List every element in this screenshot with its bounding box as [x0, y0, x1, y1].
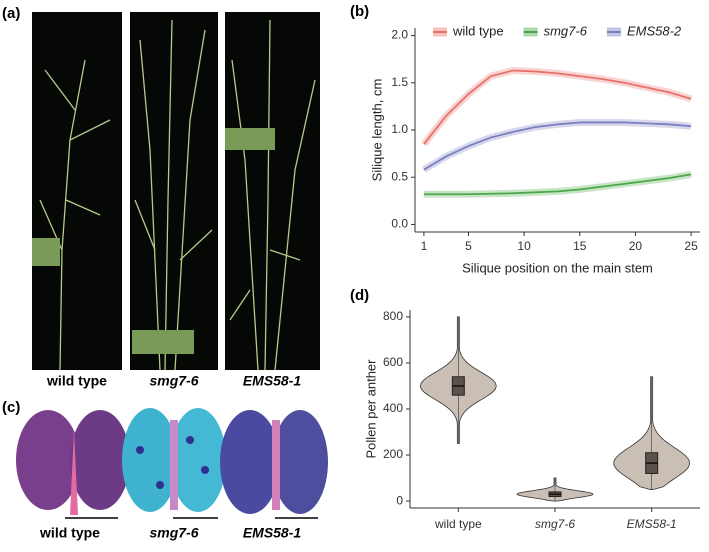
panel-label: (b) — [350, 3, 369, 20]
caption: EMS58-1 — [243, 373, 302, 389]
y-tick-label: 0.5 — [391, 169, 408, 183]
line — [423, 69, 692, 145]
y-tick-label: 400 — [383, 401, 403, 415]
caption: smg7-6 — [149, 373, 198, 389]
y-axis-label: Pollen per anther — [363, 359, 378, 459]
x-tick-label: 15 — [573, 239, 587, 253]
x-tick-label: EMS58-1 — [627, 517, 677, 531]
legend-label: wild type — [452, 23, 504, 38]
confidence-band — [422, 118, 692, 173]
caption: wild type — [39, 525, 100, 541]
panel-label: (a) — [2, 5, 20, 22]
y-tick-label: 0.0 — [391, 217, 408, 231]
panel-label: (c) — [2, 399, 20, 416]
panel-label: (d) — [350, 287, 369, 304]
plant-photos — [32, 12, 320, 371]
y-axis-label: Silique length, cm — [369, 79, 384, 182]
caption: smg7-6 — [149, 525, 198, 541]
x-axis-label: Silique position on the main stem — [462, 260, 653, 275]
line — [423, 173, 692, 196]
x-tick-label: 10 — [517, 239, 531, 253]
x-tick-label: wild type — [434, 517, 482, 531]
y-tick-label: 0 — [396, 493, 403, 507]
caption: wild type — [46, 373, 107, 389]
x-tick-label: 1 — [421, 239, 428, 253]
y-tick-label: 2.0 — [391, 28, 408, 42]
line — [423, 121, 692, 171]
y-tick-label: 1.5 — [391, 75, 408, 89]
legend-label: smg7-6 — [544, 23, 588, 38]
x-tick-label: 25 — [684, 239, 698, 253]
legend-label: EMS58-2 — [627, 23, 682, 38]
x-tick-label: 5 — [465, 239, 472, 253]
y-tick-label: 600 — [383, 355, 403, 369]
y-tick-label: 800 — [383, 309, 403, 323]
anther-photos — [16, 408, 328, 519]
y-tick-label: 200 — [383, 447, 403, 461]
caption: EMS58-1 — [243, 525, 302, 541]
y-tick-label: 1.0 — [391, 122, 408, 136]
x-tick-label: 20 — [629, 239, 643, 253]
confidence-band — [421, 67, 693, 147]
x-tick-label: smg7-6 — [535, 517, 575, 531]
